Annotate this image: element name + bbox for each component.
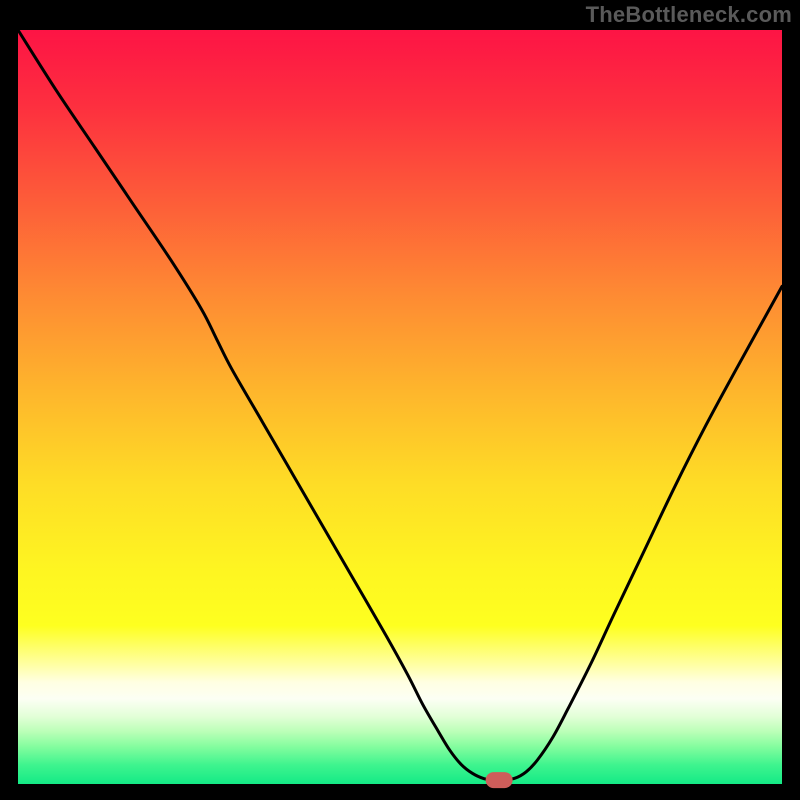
- bottleneck-curve: [18, 30, 782, 784]
- optimal-marker: [486, 772, 513, 788]
- plot-area: [18, 30, 782, 784]
- chart-frame: TheBottleneck.com: [0, 0, 800, 800]
- attribution-text: TheBottleneck.com: [586, 2, 792, 28]
